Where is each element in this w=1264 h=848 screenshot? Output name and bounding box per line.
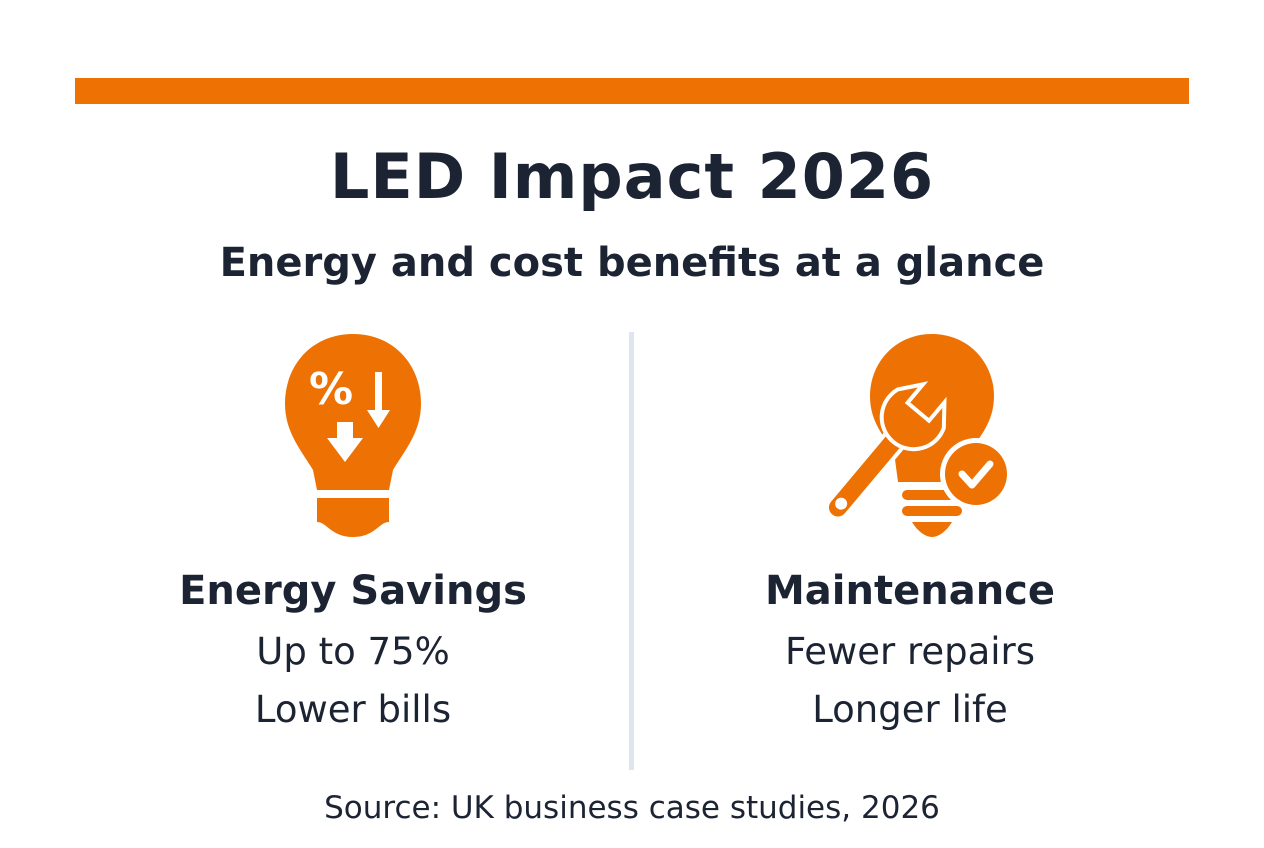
energy-savings-heading: Energy Savings: [179, 568, 527, 614]
maintenance-line-2: Longer life: [812, 688, 1008, 731]
page-subtitle: Energy and cost benefits at a glance: [219, 240, 1045, 286]
source-note: Source: UK business case studies, 2026: [324, 790, 940, 826]
page-title: LED Impact 2026: [329, 140, 935, 213]
maintenance-card: Maintenance Fewer repairs Longer life: [660, 332, 1160, 730]
column-divider: [629, 332, 634, 770]
svg-text:%: %: [309, 364, 353, 415]
maintenance-line-1: Fewer repairs: [784, 630, 1036, 673]
energy-savings-card: % Energy Savings Up to 75% Lower bills: [103, 332, 603, 730]
accent-bar: [75, 78, 1189, 104]
maintenance-heading: Maintenance: [764, 568, 1056, 614]
lightbulb-wrench-check-icon: [824, 334, 1012, 537]
energy-savings-line-2: Lower bills: [254, 688, 452, 731]
energy-savings-line-1: Up to 75%: [256, 630, 450, 673]
lightbulb-percent-down-icon: %: [285, 334, 421, 537]
